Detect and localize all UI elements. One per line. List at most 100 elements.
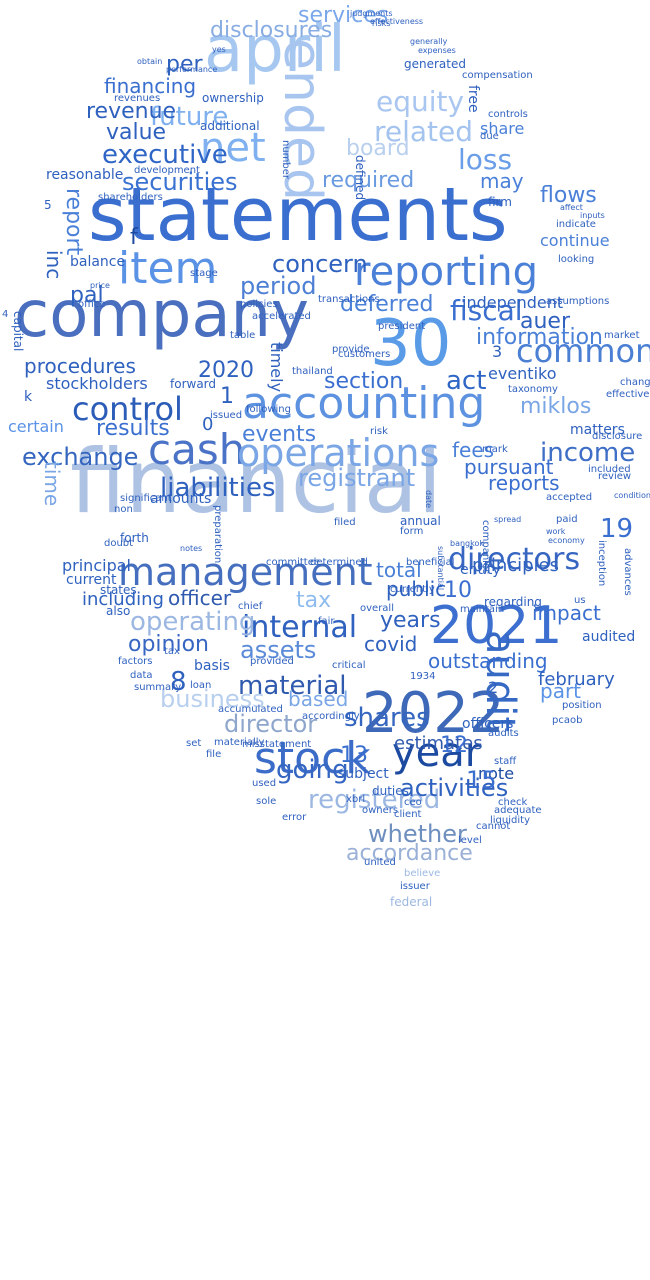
word: executive xyxy=(102,140,228,170)
word: position xyxy=(562,700,602,711)
word: going xyxy=(276,755,349,785)
word: beneficial xyxy=(406,557,455,568)
word: summary xyxy=(134,682,182,693)
word: pal xyxy=(70,283,104,308)
word: inception xyxy=(596,540,607,587)
word: risk xyxy=(370,426,388,437)
word: compensation xyxy=(462,70,533,81)
word: required xyxy=(322,168,415,193)
word: pursuant xyxy=(464,455,554,479)
word: issuer xyxy=(400,881,430,892)
word: procedures xyxy=(24,354,136,378)
word: 15 xyxy=(466,766,497,794)
word: total xyxy=(376,558,422,582)
word: 19 xyxy=(600,514,634,544)
word: stage xyxy=(190,268,218,279)
word: accounting xyxy=(242,378,486,429)
word: effective xyxy=(606,389,650,400)
word: shares xyxy=(344,703,430,733)
word: ownership xyxy=(202,91,264,105)
word: provide xyxy=(332,344,370,355)
word: data xyxy=(130,670,153,681)
word: activities xyxy=(400,774,509,802)
word: forth xyxy=(120,531,149,545)
word: operating xyxy=(130,607,256,637)
word: economy xyxy=(548,536,585,545)
word: management xyxy=(118,550,373,594)
word: additional xyxy=(200,119,260,133)
word: part xyxy=(540,679,582,703)
word: companies xyxy=(480,520,491,575)
word: act xyxy=(446,366,487,396)
word: file xyxy=(206,749,222,760)
word: reporting xyxy=(354,249,539,295)
word: fair xyxy=(318,616,335,627)
word: related xyxy=(374,115,474,148)
word: notes xyxy=(180,544,203,553)
word: officer xyxy=(168,586,232,610)
word: 0 xyxy=(202,414,214,435)
word: price xyxy=(90,281,110,290)
word: disclosures xyxy=(210,18,333,43)
word: obtain xyxy=(137,57,163,66)
word: error xyxy=(282,812,307,823)
word: also xyxy=(106,604,131,618)
word: number xyxy=(280,140,291,180)
word: condition xyxy=(614,491,650,500)
word: committee xyxy=(266,557,321,568)
word: basis xyxy=(194,658,230,674)
word: eventiko xyxy=(488,364,557,383)
word: balance xyxy=(70,254,126,270)
word: fees xyxy=(452,438,495,462)
word: 2020 xyxy=(198,358,254,383)
word: principal xyxy=(62,556,131,575)
word: 8 xyxy=(170,667,187,697)
word: officers xyxy=(462,716,514,732)
word: included xyxy=(588,464,631,475)
word: 3 xyxy=(492,342,503,361)
word: shareholders xyxy=(98,192,163,203)
word: 2021 xyxy=(430,596,563,656)
word: paid xyxy=(556,514,578,525)
word: spread xyxy=(494,515,522,524)
word: 2 xyxy=(488,678,499,697)
word: loan xyxy=(190,680,212,691)
word: bangkok xyxy=(450,539,485,548)
word: per xyxy=(166,52,203,77)
word: inputs xyxy=(580,211,605,220)
word: performance xyxy=(166,65,218,74)
word: opinion xyxy=(128,632,209,657)
word: assets xyxy=(240,636,317,664)
word: mark xyxy=(482,444,508,455)
word: significant xyxy=(120,493,172,504)
word: affect xyxy=(560,203,583,212)
word: liabilities xyxy=(160,473,276,503)
word: estimates xyxy=(394,733,483,754)
word: changes xyxy=(620,377,650,388)
word: whether xyxy=(368,820,467,848)
word: indicate xyxy=(556,219,596,230)
word: auer xyxy=(520,309,571,334)
word: looking xyxy=(558,254,595,265)
word: 13 xyxy=(340,743,368,768)
word: 2022 xyxy=(362,681,505,746)
word: level xyxy=(458,835,482,846)
word: accepted xyxy=(546,492,593,503)
word: continue xyxy=(540,231,610,250)
word: assumptions xyxy=(546,296,610,307)
word: 1934 xyxy=(410,671,436,682)
word: form xyxy=(400,526,424,537)
word: board xyxy=(346,136,410,161)
word: check xyxy=(498,797,528,808)
word: information xyxy=(476,325,603,350)
word: section xyxy=(324,369,404,394)
word: internal xyxy=(242,610,358,645)
word: advances xyxy=(622,548,633,596)
word: market xyxy=(604,330,640,341)
word: current xyxy=(66,572,117,588)
word: value xyxy=(106,120,167,145)
word: income xyxy=(540,438,636,468)
word: taxonomy xyxy=(508,384,558,395)
word: pcaob xyxy=(552,715,583,726)
word: may xyxy=(480,169,524,193)
